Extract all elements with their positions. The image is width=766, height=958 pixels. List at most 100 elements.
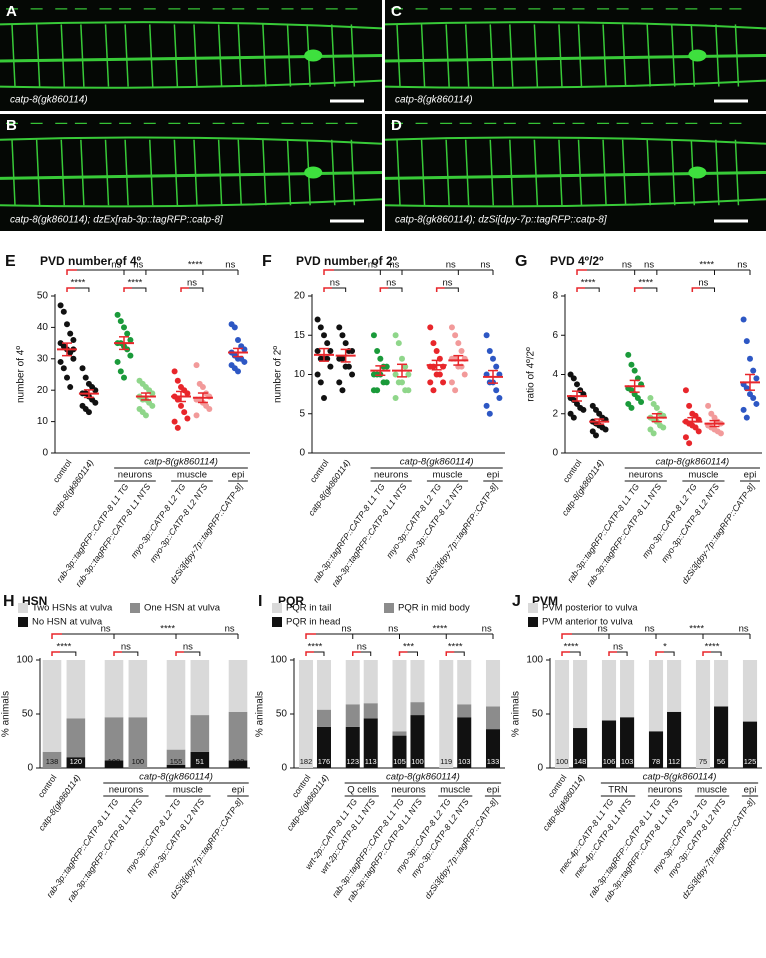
bracket-start	[180, 287, 189, 292]
significance-label: ****	[188, 260, 203, 271]
legend-label: PQR in mid body	[398, 603, 470, 614]
y-tick-label: 100	[16, 655, 33, 666]
legend-swatch	[272, 617, 282, 627]
y-axis-label: number of 2º	[273, 346, 284, 403]
y-tick-label: 0	[537, 763, 543, 774]
bar-segment	[128, 717, 148, 768]
bracket-start	[561, 633, 572, 639]
data-point	[127, 336, 134, 343]
subgroup-label: neurons	[374, 470, 409, 481]
data-point	[750, 395, 757, 402]
legend-label: One HSN at vulva	[144, 603, 221, 614]
bar-segment	[392, 731, 407, 736]
data-point	[241, 346, 248, 353]
data-point	[377, 355, 384, 362]
data-point	[686, 440, 693, 447]
data-point	[402, 363, 409, 370]
y-tick-label: 0	[27, 763, 33, 774]
branch	[237, 24, 242, 87]
data-point	[448, 379, 455, 386]
data-point	[60, 308, 67, 315]
panel-letter: A	[6, 3, 17, 20]
data-point	[178, 402, 184, 409]
data-point	[574, 381, 580, 388]
subgroup-label: muscle	[440, 785, 470, 796]
data-point	[392, 332, 399, 339]
chart-title: PVD number of 4º	[40, 254, 142, 268]
bracket-start	[305, 651, 314, 656]
data-point	[92, 399, 99, 406]
bar-segment	[648, 731, 664, 768]
group-label: catp-8(gk860114)	[139, 772, 213, 783]
chart-title: HSN	[22, 594, 47, 608]
y-tick-label: 20	[294, 291, 306, 302]
data-point	[427, 324, 434, 331]
significance-label: ns	[121, 642, 131, 653]
subgroup-label: TRN	[608, 785, 628, 796]
error-bar	[233, 347, 243, 358]
n-label: 155	[170, 757, 183, 766]
panel-letter: C	[391, 3, 402, 20]
data-point	[743, 414, 750, 421]
data-point	[570, 414, 577, 421]
data-point	[570, 375, 577, 382]
error-bar	[488, 369, 498, 384]
branch	[533, 24, 539, 87]
n-label: 123	[346, 757, 359, 766]
data-point	[57, 302, 64, 309]
bar-segment	[228, 760, 248, 768]
data-point	[327, 363, 334, 370]
error-bar	[629, 379, 640, 393]
data-point	[647, 395, 654, 402]
data-point	[231, 324, 238, 331]
significance-label: ns	[388, 624, 398, 635]
group-label: catp-8(gk860114)	[643, 772, 717, 783]
significance-label: ns	[386, 278, 396, 289]
n-label: 148	[574, 757, 587, 766]
significance-label: ns	[480, 260, 490, 271]
x-tick-label: control	[561, 458, 584, 485]
data-point	[653, 404, 660, 411]
branch	[124, 24, 129, 87]
bar-segment	[316, 726, 331, 768]
n-label: 119	[440, 757, 452, 766]
data-point	[339, 332, 346, 339]
bar-segment	[363, 703, 378, 719]
data-point	[121, 374, 127, 381]
data-point	[206, 406, 213, 413]
n-label: 106	[603, 757, 616, 766]
significance-label: ns	[442, 278, 452, 289]
legend-label: PQR in tail	[286, 603, 331, 614]
data-point	[314, 371, 321, 378]
image-caption: catp-8(gk860114); dzSi[dpy-7p::tagRFP::c…	[395, 215, 607, 226]
subgroup-label: epi	[487, 785, 500, 796]
bracket-start	[66, 287, 75, 292]
chart: J PVM% animals050100controlcatp-8(gk86011…	[511, 593, 762, 904]
n-label: 176	[318, 757, 331, 766]
data-point	[452, 332, 459, 339]
significance-label: ****	[581, 278, 596, 289]
bar-segment	[485, 706, 501, 730]
n-label: 78	[652, 757, 660, 766]
error-bar	[745, 373, 755, 391]
significance-label: ns	[111, 260, 121, 271]
bar-segment	[573, 728, 588, 768]
n-label: 56	[717, 757, 725, 766]
y-tick-label: 50	[22, 709, 34, 720]
error-bar	[453, 354, 464, 366]
bar-segment	[573, 660, 588, 729]
bar-segment	[439, 660, 454, 768]
branch	[558, 139, 563, 206]
n-label: 125	[744, 757, 757, 766]
dendrite	[384, 21, 766, 30]
subgroup-label: neurons	[648, 785, 683, 796]
significance-label: ****	[689, 624, 704, 635]
data-point	[405, 371, 412, 378]
bar-segment	[228, 711, 248, 761]
dendrite	[384, 198, 766, 208]
data-point	[490, 355, 496, 362]
subgroup-label: muscle	[697, 785, 727, 796]
data-point	[740, 406, 747, 413]
branch	[217, 139, 223, 206]
